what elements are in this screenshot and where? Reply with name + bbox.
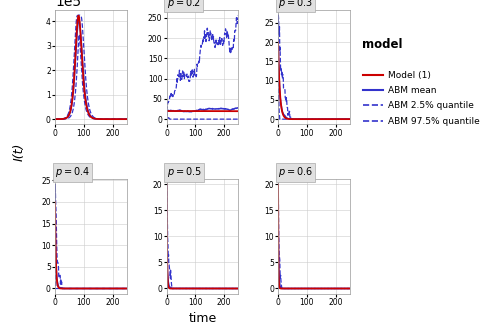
Text: $p = 0.2$: $p = 0.2$ — [166, 0, 200, 10]
Text: I(t): I(t) — [12, 143, 26, 161]
Text: $p = 0.5$: $p = 0.5$ — [166, 165, 202, 179]
Text: $p = 0.3$: $p = 0.3$ — [278, 0, 313, 10]
Text: model: model — [362, 38, 403, 51]
Text: $p = 0.4$: $p = 0.4$ — [55, 165, 90, 179]
Legend: Model (1), ABM mean, ABM 2.5% quantile, ABM 97.5% quantile: Model (1), ABM mean, ABM 2.5% quantile, … — [360, 67, 483, 129]
Text: time: time — [188, 312, 216, 325]
Text: $p = 0.6$: $p = 0.6$ — [278, 165, 313, 179]
